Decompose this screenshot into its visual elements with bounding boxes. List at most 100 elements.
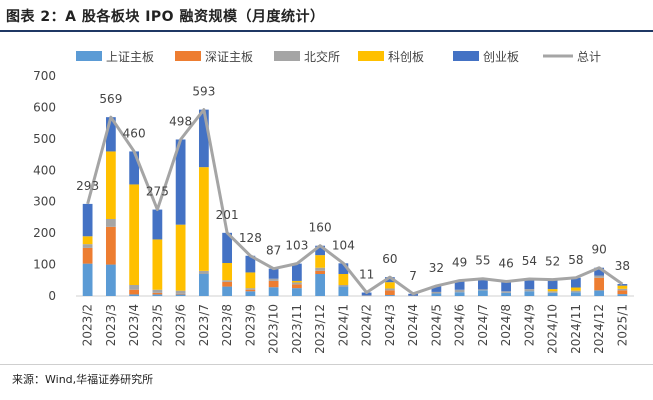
- chart-title: 图表 2：A 股各板块 IPO 融资规模（月度统计）: [6, 9, 325, 25]
- x-tick-label: 2023/3: [104, 304, 118, 346]
- bar-segment: [315, 255, 326, 268]
- bar-segment: [570, 292, 581, 296]
- total-data-label: 460: [123, 126, 146, 140]
- x-tick-label: 2023/4: [127, 304, 141, 346]
- legend-label: 深证主板: [205, 50, 253, 64]
- total-data-label: 54: [522, 254, 537, 268]
- bar-segment: [524, 289, 535, 292]
- legend: 上证主板 深证主板 北交所 科创板 创业板 总计: [76, 49, 601, 64]
- bar-segment: [594, 277, 605, 291]
- bar-segment: [245, 272, 256, 289]
- bar-segment: [175, 293, 186, 295]
- bar-segment: [617, 290, 628, 295]
- bar-segment: [222, 281, 233, 287]
- bar-segment: [82, 247, 93, 264]
- bar-segment: [454, 292, 465, 296]
- total-line: [86, 108, 624, 296]
- total-data-label: 58: [568, 253, 583, 267]
- total-data-label: 38: [615, 259, 630, 273]
- bar-segment: [105, 264, 116, 296]
- legend-label: 总计: [577, 50, 601, 64]
- bar-segment: [594, 267, 605, 276]
- ipo-chart: 上证主板 深证主板 北交所 科创板 创业板 总计 0 100 200 300 400 500 600 7…: [33, 49, 634, 354]
- total-data-label: 275: [146, 185, 169, 199]
- x-tick-label: 2023/10: [267, 304, 281, 354]
- total-data-label: 60: [382, 252, 397, 266]
- bar-segment: [152, 289, 163, 293]
- total-data-label: 52: [545, 255, 560, 269]
- total-data-label: 87: [266, 244, 281, 258]
- total-data-label: 11: [359, 268, 374, 282]
- bar-segment: [361, 295, 372, 296]
- total-data-label: 128: [239, 231, 262, 245]
- total-data-label: 55: [475, 254, 490, 268]
- bar-segment: [594, 290, 605, 296]
- bar-segment: [291, 282, 302, 285]
- bar-segment: [245, 291, 256, 296]
- bar-segment: [524, 291, 535, 296]
- x-tick-label: 2024/6: [453, 304, 467, 346]
- bar-segment: [547, 279, 558, 290]
- total-data-label: 593: [192, 85, 215, 99]
- bar-segment: [501, 291, 512, 293]
- legend-label: 北交所: [304, 49, 340, 64]
- bar-segment: [617, 284, 628, 286]
- legend-item: 总计: [543, 50, 601, 64]
- bar-segment: [175, 139, 186, 225]
- legend-label: 科创板: [388, 50, 424, 64]
- bar-segment: [570, 287, 581, 291]
- y-tick-label: 700: [33, 69, 56, 83]
- x-tick-label: 2024/3: [383, 304, 397, 346]
- bar-segment: [477, 289, 488, 291]
- legend-item: 科创板: [358, 50, 424, 64]
- bar-segment: [175, 290, 186, 294]
- legend-swatch: [358, 51, 384, 61]
- bar-segment: [245, 255, 256, 273]
- bar-segment: [129, 184, 140, 285]
- bar-segment: [245, 289, 256, 292]
- legend-item: 深证主板: [175, 50, 253, 64]
- x-tick-label: 2023/12: [313, 304, 327, 354]
- bar-segment: [291, 263, 302, 281]
- bar-segment: [152, 239, 163, 290]
- bar-segment: [245, 288, 256, 290]
- bar-segment: [105, 219, 116, 227]
- y-tick-label: 500: [33, 132, 56, 146]
- x-axis: 2023/2 2023/3 2023/4 2023/5 2023/6 2023/7 2023…: [81, 304, 630, 354]
- bar-segment: [222, 232, 233, 263]
- x-tick-label: 2023/2: [81, 304, 95, 346]
- bar-segment: [617, 288, 628, 291]
- bar-segment: [431, 285, 442, 292]
- x-tick-label: 2024/4: [406, 304, 420, 346]
- total-data-label: 201: [216, 208, 239, 222]
- bar-segment: [129, 294, 140, 296]
- bar-segment: [268, 287, 279, 296]
- y-tick-label: 400: [33, 163, 56, 177]
- bar-segment: [384, 295, 395, 296]
- bar-segment: [547, 292, 558, 296]
- bar-segment: [222, 280, 233, 282]
- total-data-label: 104: [332, 238, 355, 252]
- x-tick-label: 2023/9: [243, 304, 257, 346]
- bar-segment: [291, 280, 302, 283]
- x-tick-label: 2024/8: [499, 304, 513, 346]
- bar-segment: [431, 291, 442, 294]
- total-data-label: 293: [76, 179, 99, 193]
- total-data-label: 90: [591, 243, 606, 257]
- bar-segment: [82, 263, 93, 296]
- bar-segment: [105, 151, 116, 219]
- bar-segment: [198, 270, 209, 274]
- legend-item: 上证主板: [76, 50, 154, 64]
- legend-label: 创业板: [483, 50, 519, 64]
- bar-segment: [338, 285, 349, 287]
- x-tick-label: 2023/7: [197, 304, 211, 346]
- y-tick-label: 200: [33, 226, 56, 240]
- x-tick-label: 2024/12: [592, 304, 606, 354]
- bar-segment: [617, 294, 628, 296]
- total-series-line: [86, 108, 624, 296]
- total-data-label: 49: [452, 256, 467, 270]
- legend-swatch: [175, 51, 201, 61]
- legend-swatch: [274, 51, 300, 61]
- x-tick-label: 2024/10: [546, 304, 560, 354]
